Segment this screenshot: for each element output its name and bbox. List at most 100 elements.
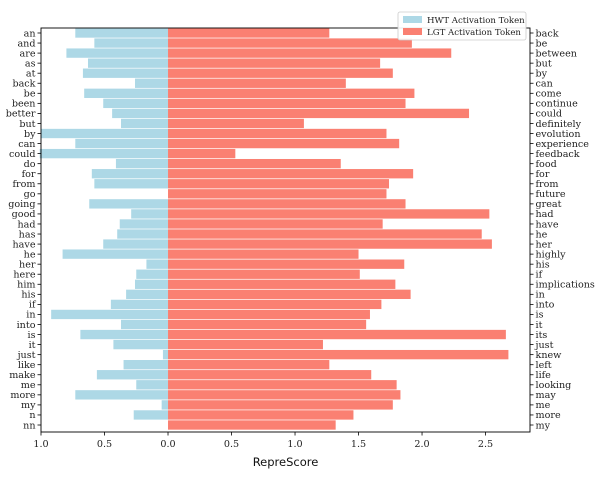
left-category-label: better bbox=[6, 109, 36, 120]
right-category-label: he bbox=[536, 229, 548, 240]
left-category-label: can bbox=[18, 139, 35, 150]
left-category-label: an bbox=[24, 28, 36, 39]
legend-swatch-lgt bbox=[403, 28, 422, 35]
lgt-bar-her bbox=[168, 239, 492, 249]
lgt-bar-in bbox=[168, 289, 411, 300]
right-category-label: for bbox=[536, 169, 550, 180]
right-category-label: my bbox=[536, 420, 551, 431]
left-category-label: have bbox=[13, 239, 36, 250]
hwt-bar-are bbox=[66, 48, 169, 58]
lgt-bar-evolution bbox=[168, 128, 387, 139]
hwt-bar-me bbox=[136, 380, 169, 390]
x-tick-label: 1.0 bbox=[33, 439, 48, 450]
hwt-bar-like bbox=[123, 360, 169, 370]
right-category-label: implications bbox=[536, 280, 595, 291]
right-category-label: but bbox=[536, 58, 552, 69]
left-category-label: make bbox=[9, 370, 36, 381]
right-category-label: its bbox=[536, 330, 548, 341]
left-category-label: are bbox=[20, 48, 36, 59]
left-category-label: good bbox=[12, 209, 36, 220]
lgt-bar-implications bbox=[168, 279, 396, 289]
left-category-label: from bbox=[12, 179, 35, 190]
hwt-bar-do bbox=[115, 158, 169, 169]
right-category-label: definitely bbox=[536, 119, 582, 130]
hwt-bar-been bbox=[103, 98, 169, 109]
right-category-label: future bbox=[536, 189, 566, 200]
x-tick-label: 1.0 bbox=[287, 439, 302, 450]
right-category-label: life bbox=[536, 370, 552, 381]
left-category-label: has bbox=[19, 229, 36, 240]
lgt-bar-his bbox=[168, 259, 405, 269]
hwt-bar-him bbox=[134, 279, 169, 289]
right-category-label: it bbox=[536, 320, 543, 331]
left-category-label: had bbox=[17, 219, 35, 230]
x-tick-label: 1.5 bbox=[351, 439, 366, 450]
right-category-label: great bbox=[536, 199, 562, 210]
right-category-label: between bbox=[536, 48, 577, 59]
right-category-label: had bbox=[536, 209, 554, 220]
right-category-label: continue bbox=[536, 99, 579, 110]
left-category-label: going bbox=[8, 199, 35, 210]
lgt-bar-definitely bbox=[168, 118, 304, 129]
left-category-label: do bbox=[24, 159, 36, 170]
hwt-bar-it bbox=[113, 339, 169, 350]
left-category-label: as bbox=[25, 58, 36, 69]
hwt-bar-her bbox=[146, 259, 169, 269]
right-category-label: experience bbox=[536, 139, 590, 150]
right-category-label: back bbox=[536, 28, 559, 39]
lgt-bar-be bbox=[168, 38, 412, 48]
right-category-label: evolution bbox=[536, 129, 581, 140]
lgt-bar-back bbox=[168, 28, 330, 38]
hwt-bar-could bbox=[39, 148, 169, 159]
lgt-bar-from bbox=[168, 179, 390, 189]
left-category-label: into bbox=[17, 320, 36, 331]
x-tick-label: 0.0 bbox=[160, 439, 175, 450]
lgt-bar-food bbox=[168, 158, 341, 169]
hwt-bars-group bbox=[39, 28, 169, 420]
right-category-label: could bbox=[536, 109, 563, 120]
left-category-label: been bbox=[12, 99, 36, 110]
right-category-labels: backbebetweenbutbycancomecontinuecouldde… bbox=[530, 28, 595, 431]
right-category-label: his bbox=[536, 259, 550, 270]
hwt-bar-n bbox=[133, 410, 169, 420]
hwt-bar-just bbox=[162, 349, 169, 360]
left-category-label: he bbox=[24, 249, 36, 260]
left-category-label: just bbox=[17, 350, 36, 361]
hwt-bar-is bbox=[80, 329, 169, 340]
hwt-bar-had bbox=[119, 219, 169, 229]
hwt-bar-at bbox=[82, 68, 169, 78]
lgt-bar-knew bbox=[168, 349, 509, 360]
right-category-label: more bbox=[536, 410, 561, 421]
lgt-bar-he bbox=[168, 229, 482, 239]
right-category-label: knew bbox=[536, 350, 563, 361]
left-category-label: like bbox=[18, 360, 36, 371]
hwt-bar-my bbox=[161, 400, 169, 410]
hwt-bar-here bbox=[136, 269, 169, 279]
hwt-bar-good bbox=[131, 209, 169, 219]
right-category-label: can bbox=[536, 79, 553, 90]
right-category-label: have bbox=[536, 219, 559, 230]
left-category-labels: anandareasatbackbebeenbetterbutbycancoul… bbox=[6, 28, 41, 431]
left-category-label: him bbox=[17, 280, 35, 291]
lgt-bar-future bbox=[168, 189, 387, 199]
x-tick-label: 0.5 bbox=[97, 439, 112, 450]
lgt-bar-great bbox=[168, 199, 406, 209]
left-category-label: but bbox=[19, 119, 35, 130]
lgt-bar-me bbox=[168, 400, 393, 410]
right-category-label: by bbox=[536, 69, 548, 80]
hwt-bar-in bbox=[51, 309, 169, 320]
hwt-bar-an bbox=[75, 28, 169, 38]
right-category-label: come bbox=[536, 89, 562, 100]
lgt-bar-life bbox=[168, 370, 372, 380]
lgt-bar-have bbox=[168, 219, 383, 229]
legend: HWT Activation Token LGT Activation Toke… bbox=[397, 11, 527, 41]
right-category-label: is bbox=[536, 310, 544, 321]
left-category-label: back bbox=[12, 79, 35, 90]
lgt-bar-between bbox=[168, 48, 452, 58]
plot-frame bbox=[40, 27, 531, 433]
legend-box bbox=[397, 11, 527, 41]
lgt-bar-into bbox=[168, 299, 382, 310]
hwt-bar-be bbox=[84, 88, 169, 98]
lgt-bar-left bbox=[168, 360, 330, 370]
